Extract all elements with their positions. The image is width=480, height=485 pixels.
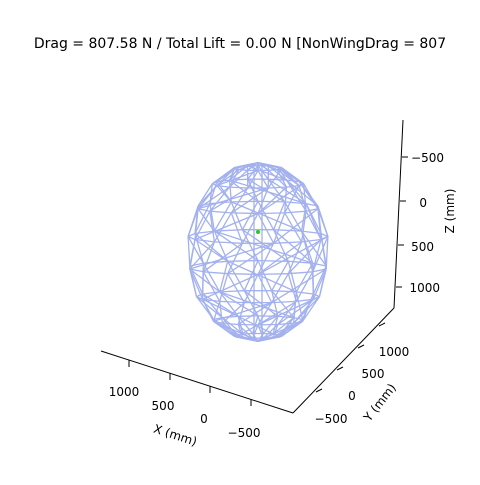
mesh-edge xyxy=(217,182,231,202)
mesh-edge xyxy=(268,187,286,188)
y-tick-label: 0 xyxy=(348,389,356,403)
mesh-edge xyxy=(268,179,286,180)
z-axis-line xyxy=(394,120,403,308)
y-tick-label: 500 xyxy=(362,367,385,381)
mesh-edge xyxy=(243,334,253,335)
mesh-edge xyxy=(188,237,190,267)
x-tick-label: 500 xyxy=(152,399,175,413)
x-tick-label: 0 xyxy=(200,412,208,426)
x-axis-line xyxy=(101,351,293,413)
mesh-edge xyxy=(294,318,303,320)
mesh-edge xyxy=(210,202,231,204)
z-tick-label: −500 xyxy=(411,151,444,165)
mesh-edge xyxy=(285,211,306,213)
mesh-edge xyxy=(220,292,258,316)
y-tick-label: −500 xyxy=(315,412,348,426)
mesh-edge xyxy=(263,334,273,335)
mesh-edge xyxy=(210,211,231,213)
mesh-edge xyxy=(296,292,313,294)
y-tick-mark xyxy=(379,323,385,326)
chart-title: Drag = 807.58 N / Total Lift = 0.00 N [N… xyxy=(34,36,446,52)
z-tick-label: 500 xyxy=(411,240,434,254)
y-tick-mark xyxy=(337,367,343,370)
mesh-edge xyxy=(272,274,289,303)
x-axis-label: X (mm) xyxy=(152,422,199,449)
y-tick-mark xyxy=(316,389,322,392)
x-tick-label: 1000 xyxy=(109,385,140,399)
y-tick-mark xyxy=(358,345,364,348)
mesh-edge xyxy=(244,274,258,302)
mesh-edge xyxy=(272,301,297,302)
z-tick-label: 1000 xyxy=(409,281,440,295)
mesh-edge xyxy=(220,301,245,302)
center-marker xyxy=(256,230,260,234)
mesh-edge xyxy=(230,179,248,180)
mesh-edge xyxy=(280,335,282,336)
body-wireframe-mesh xyxy=(188,163,328,342)
y-axis-label: Y (mm) xyxy=(360,381,399,425)
z-axis-label: Z (mm) xyxy=(443,189,457,234)
mesh-edge xyxy=(203,263,204,294)
y-tick-label: 1000 xyxy=(379,345,410,359)
z-tick-label: 0 xyxy=(419,196,427,210)
x-tick-label: −500 xyxy=(228,426,261,440)
mesh-edge xyxy=(222,316,238,317)
mesh-edge xyxy=(242,201,258,229)
mesh-edge xyxy=(258,274,272,302)
